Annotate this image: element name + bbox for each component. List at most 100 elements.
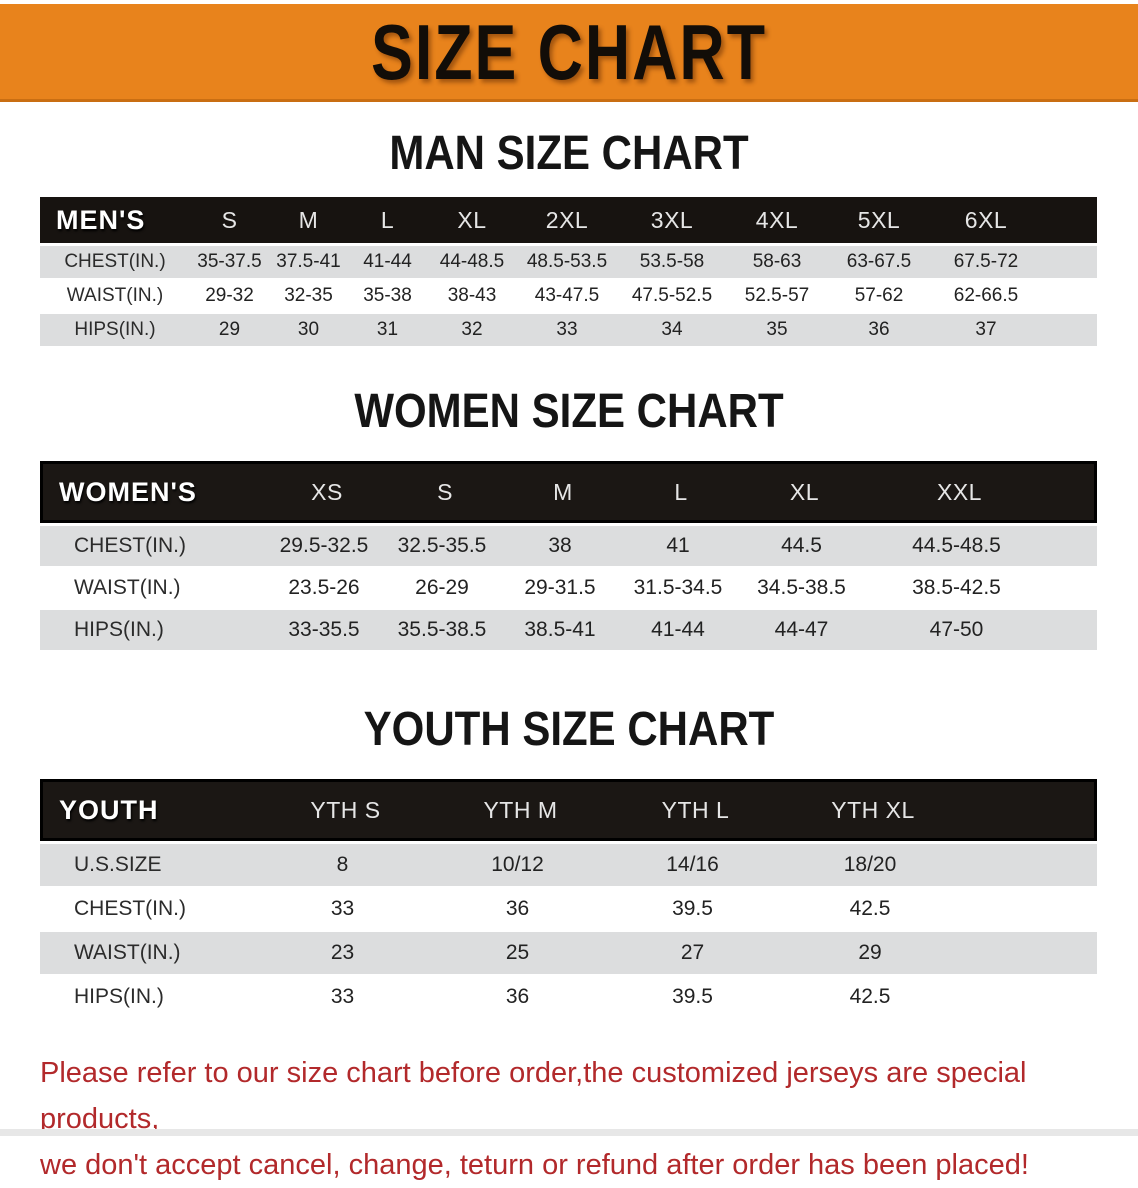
cell: 39.5 [672,985,713,1008]
cell: 52.5-57 [744,285,810,306]
cell: 23 [330,941,355,964]
men-size-col: M [298,206,319,233]
row-label: HIPS(IN.) [74,618,164,641]
cell: 39.5 [672,897,713,920]
table-row: HIPS(IN.) 33 36 39.5 42.5 [40,976,1097,1020]
youth-section-heading: YOUTH SIZE CHART [0,701,1138,756]
cell: 34 [661,319,683,340]
cell: 41 [666,534,690,557]
men-size-col: S [221,206,238,233]
cell: 32-35 [284,285,333,306]
cell: 35 [766,319,788,340]
cell: 26-29 [415,576,469,599]
cell: 47.5-52.5 [631,285,713,306]
cell: 48.5-53.5 [526,251,608,272]
cell: 36 [868,319,890,340]
bottom-edge-strip [0,1129,1138,1136]
men-size-col: L [380,206,395,233]
cell: 43-47.5 [534,285,600,306]
cell: 33 [330,985,355,1008]
cell: 18/20 [843,853,897,876]
row-label: CHEST(IN.) [64,251,166,272]
youth-heading-text: YOUTH SIZE CHART [363,701,775,756]
youth-size-col: YTH M [483,796,558,823]
disclaimer-line-1: Please refer to our size chart before or… [40,1057,1027,1135]
youth-size-table: YOUTH YTH S YTH M YTH L YTH XL U.S.SIZE … [40,779,1097,1020]
cell: 32.5-35.5 [397,534,487,557]
women-size-col: XS [311,478,343,505]
cell: 10/12 [491,853,544,876]
women-size-col: M [553,478,573,505]
women-size-col: S [437,478,453,505]
cell: 44.5-48.5 [912,534,1001,557]
cell: 29-31.5 [524,576,596,599]
cell: 37 [975,319,997,340]
cell: 58-63 [752,251,802,272]
youth-table-body: U.S.SIZE 8 10/12 14/16 18/20 CHEST(IN.) … [40,844,1097,1020]
cell: 62-66.5 [953,285,1019,306]
women-size-col: XL [789,478,820,505]
men-table-header: MEN'S S M L XL 2XL 3XL 4XL 5XL 6XL [40,197,1097,243]
women-heading-text: WOMEN SIZE CHART [354,383,784,438]
disclaimer-text: Please refer to our size chart before or… [0,1050,1138,1188]
row-label: WAIST(IN.) [74,941,181,964]
cell: 36 [505,897,530,920]
cell: 30 [297,319,320,340]
cell: 41-44 [363,251,412,272]
men-header-label: MEN'S [56,204,146,235]
cell: 23.5-26 [288,576,360,599]
youth-table-header: YOUTH YTH S YTH M YTH L YTH XL [40,779,1097,841]
cell: 67.5-72 [953,251,1019,272]
cell: 38.5-42.5 [912,576,1001,599]
table-row: HIPS(IN.) 33-35.5 35.5-38.5 38.5-41 41-4… [40,610,1097,652]
table-row: WAIST(IN.) 29-32 32-35 35-38 38-43 43-47… [40,280,1097,314]
table-row: CHEST(IN.) 33 36 39.5 42.5 [40,888,1097,932]
cell: 35.5-38.5 [397,618,487,641]
table-row: HIPS(IN.) 29 30 31 32 33 34 35 36 37 [40,314,1097,348]
youth-header-label: YOUTH [59,794,159,825]
cell: 35-37.5 [197,251,262,272]
cell: 36 [505,985,530,1008]
men-size-col: 6XL [964,206,1008,233]
cell: 38 [548,534,572,557]
cell: 63-67.5 [846,251,912,272]
cell: 44-47 [774,618,829,641]
row-label: CHEST(IN.) [74,897,186,920]
cell: 44-48.5 [439,251,505,272]
men-size-col: 3XL [650,206,694,233]
cell: 33-35.5 [288,618,360,641]
cell: 34.5-38.5 [757,576,846,599]
cell: 29 [858,941,882,964]
cell: 25 [505,941,530,964]
men-size-col: 2XL [545,206,589,233]
cell: 38-43 [447,285,497,306]
cell: 35-38 [363,285,412,306]
cell: 33 [556,319,578,340]
women-section-heading: WOMEN SIZE CHART [0,383,1138,438]
cell: 29.5-32.5 [279,534,369,557]
men-size-col: XL [457,206,487,233]
cell: 37.5-41 [276,251,341,272]
cell: 14/16 [666,853,719,876]
row-label: HIPS(IN.) [74,319,156,340]
women-size-table: WOMEN'S XS S M L XL XXL CHEST(IN.) 29.5-… [40,461,1097,652]
table-row: U.S.SIZE 8 10/12 14/16 18/20 [40,844,1097,888]
cell: 53.5-58 [639,251,705,272]
men-section-heading: MAN SIZE CHART [0,125,1138,179]
women-table-header: WOMEN'S XS S M L XL XXL [40,461,1097,523]
cell: 32 [461,319,483,340]
youth-size-col: YTH S [310,796,381,823]
table-row: WAIST(IN.) 23.5-26 26-29 29-31.5 31.5-34… [40,568,1097,610]
cell: 44.5 [781,534,822,557]
women-header-label: WOMEN'S [59,476,197,507]
cell: 41-44 [651,618,705,641]
banner-title: SIZE CHART [371,7,767,96]
cell: 42.5 [849,897,891,920]
women-size-col: L [674,478,688,505]
cell: 29 [218,319,241,340]
youth-size-col: YTH XL [831,796,915,823]
cell: 33 [330,897,355,920]
row-label: WAIST(IN.) [74,576,181,599]
row-label: HIPS(IN.) [74,985,164,1008]
women-table-body: CHEST(IN.) 29.5-32.5 32.5-35.5 38 41 44.… [40,526,1097,652]
